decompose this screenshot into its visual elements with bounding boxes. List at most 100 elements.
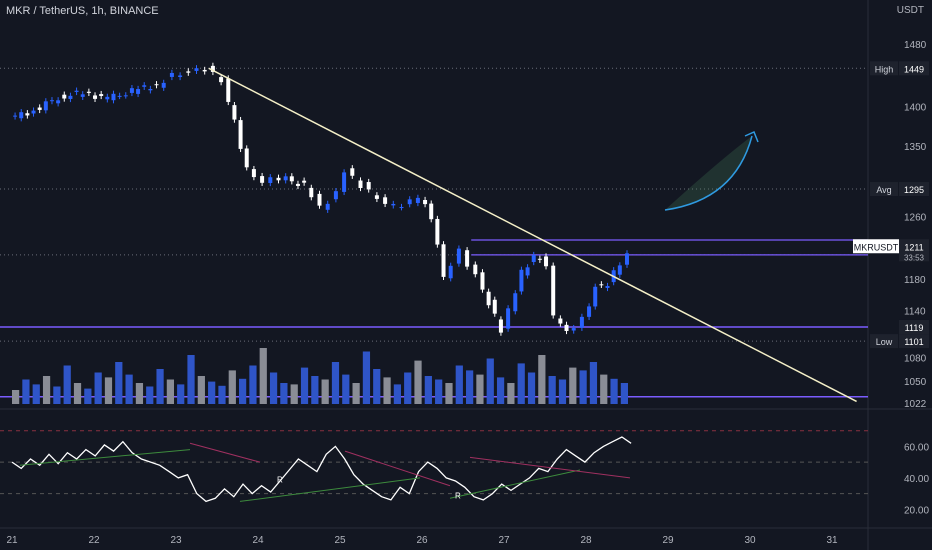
candle-body [244, 148, 249, 168]
candle-body [289, 176, 294, 182]
projection-area [665, 136, 752, 210]
candle-body [423, 199, 428, 205]
candle-body [480, 272, 485, 290]
candle-body [492, 299, 497, 314]
avg-value: 1295 [904, 185, 924, 195]
candle-body [268, 177, 273, 183]
chart-title: MKR / TetherUS, 1h, BINANCE [6, 5, 159, 17]
volume-bar [620, 383, 629, 404]
candle-body [123, 95, 128, 97]
candle-body [506, 308, 511, 329]
volume-bar [249, 365, 257, 404]
rsi-marker: R [455, 491, 461, 500]
volume-bar [187, 355, 195, 404]
volume-bar [517, 363, 525, 404]
support-value-tag [899, 319, 929, 334]
currency-unit: USDT [896, 5, 924, 16]
volume-bar [373, 369, 381, 404]
volume-bar [94, 372, 102, 404]
bull-divergence-line [239, 477, 421, 502]
low-value-tag [899, 334, 929, 349]
bear-divergence-line [189, 442, 261, 463]
avg-tag [870, 182, 898, 197]
low-label: Low [876, 337, 893, 347]
x-tick-label: 23 [170, 535, 182, 546]
candle-body [593, 286, 598, 307]
y-tick-label: 1050 [904, 377, 927, 388]
candle-body [148, 88, 153, 91]
symbol-tag [853, 239, 899, 254]
volume-bar [321, 379, 329, 404]
volume-bar [342, 374, 350, 404]
candle-body [62, 94, 67, 99]
candle-body [486, 291, 491, 306]
candle-body [571, 328, 576, 331]
candle-body [283, 176, 288, 181]
volume-bar [362, 351, 371, 404]
candle-body [617, 265, 622, 275]
bear-divergence-line [344, 450, 451, 487]
candle-body [154, 84, 159, 86]
candle-body [86, 91, 91, 93]
candle-body [625, 253, 629, 265]
candle-body [49, 100, 54, 102]
rsi-tick-label: 20.00 [904, 505, 929, 516]
volume-bar [115, 362, 123, 404]
y-tick-label: 1180 [904, 275, 926, 286]
avg-label: Avg [876, 185, 891, 195]
volume-bar [208, 381, 216, 404]
volume-bar [393, 384, 402, 404]
candle-body [599, 284, 604, 286]
candle-body [129, 88, 134, 93]
candle-body [19, 112, 24, 119]
avg-value-tag [899, 182, 929, 197]
candle-body [260, 176, 265, 183]
candle-body [358, 180, 363, 189]
candle-body [429, 203, 434, 220]
volume-bar [104, 377, 113, 404]
volume-bar [53, 386, 61, 404]
volume-bar [218, 385, 226, 404]
volume-bar [548, 376, 556, 404]
candle-body [342, 172, 347, 192]
x-tick-label: 31 [826, 535, 838, 546]
x-tick-label: 30 [744, 535, 756, 546]
volume-bar [22, 379, 30, 404]
candle-body [226, 78, 231, 102]
volume-bar [352, 383, 360, 404]
candle-body [537, 258, 542, 260]
volume-bar [125, 374, 133, 404]
candle-body [519, 269, 524, 292]
candle-body [473, 264, 478, 275]
candle-body [105, 96, 110, 100]
volume-bar [32, 384, 40, 404]
candle-body [25, 113, 30, 116]
countdown: 33:53 [904, 253, 925, 262]
candle-body [295, 183, 300, 186]
volume-bar [290, 384, 298, 404]
y-tick-label: 1260 [904, 212, 927, 223]
candle-body [605, 286, 610, 288]
volume-bar [610, 378, 618, 404]
x-tick-label: 22 [88, 535, 100, 546]
volume-bar [331, 362, 340, 404]
rsi-tick-label: 60.00 [904, 442, 929, 453]
bull-divergence-line [449, 469, 581, 499]
volume-bar [259, 348, 267, 404]
candle-body [178, 75, 183, 77]
candle-body [498, 319, 503, 333]
rsi-line [11, 436, 632, 503]
volume-bar [383, 377, 391, 404]
candle-body [68, 95, 73, 99]
candle-body [383, 197, 388, 204]
volume-bar [280, 383, 288, 404]
candle-body [374, 195, 379, 199]
descending-trendline [208, 67, 857, 403]
volume-bar [507, 383, 515, 404]
candle-body [302, 180, 307, 183]
candle-body [309, 187, 314, 198]
volume-bar [228, 370, 236, 404]
candle-body [579, 316, 584, 328]
volume-bar [558, 379, 567, 404]
